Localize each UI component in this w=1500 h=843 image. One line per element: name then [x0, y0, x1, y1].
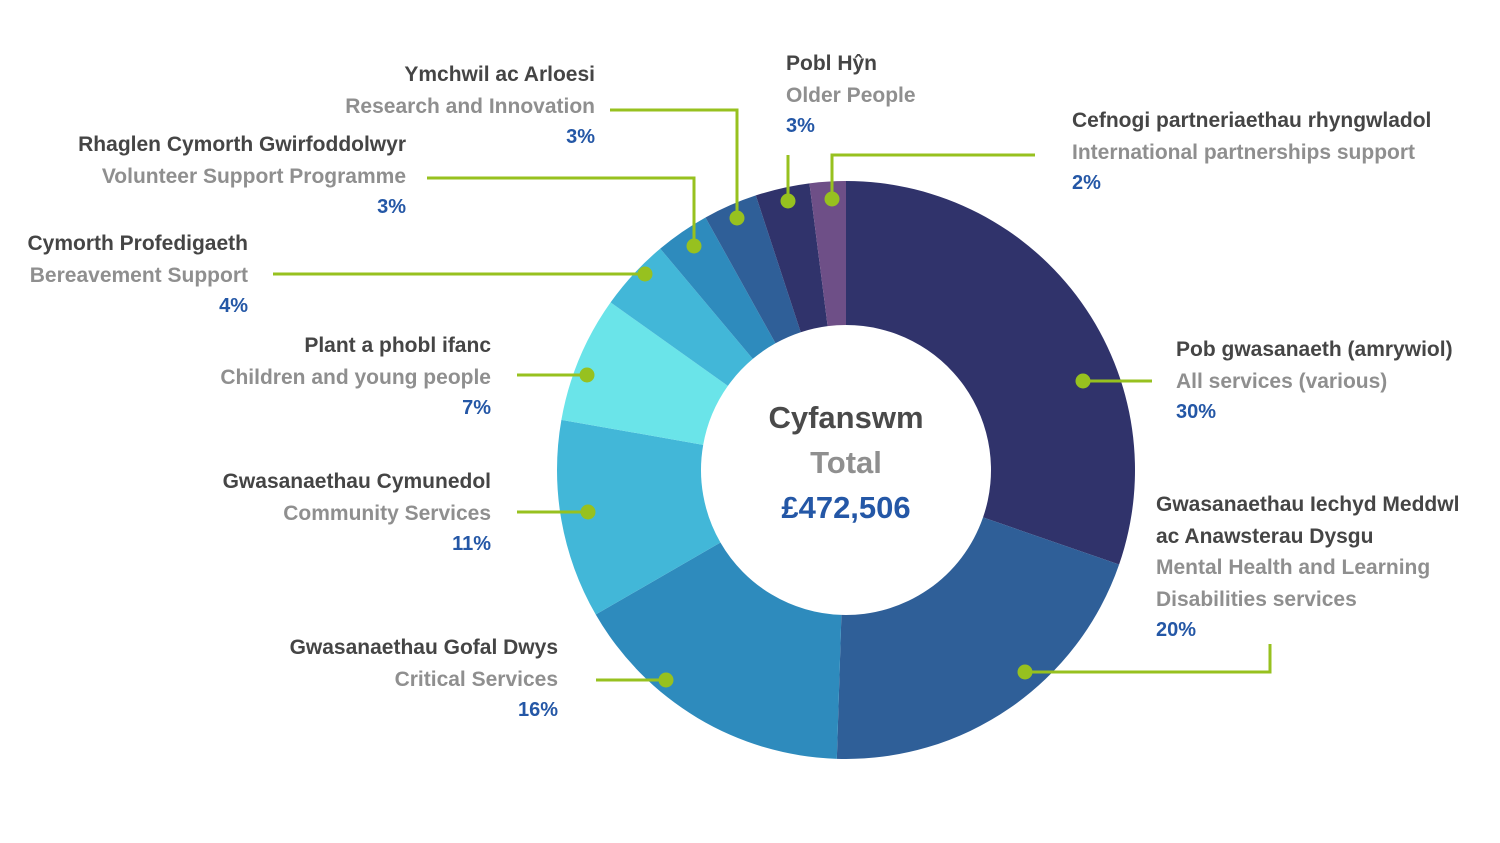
center-welsh-label: Cyfanswm — [768, 400, 924, 435]
donut-slice-3 — [557, 419, 721, 615]
label-percent: 3% — [786, 115, 815, 137]
label-welsh: Cefnogi partneriaethau rhyngwladol — [1072, 109, 1432, 132]
donut-slice-8 — [755, 183, 828, 333]
donut-slice-9 — [809, 181, 846, 327]
leader-line-1 — [1025, 644, 1272, 674]
label-welsh: Pobl Hŷn — [786, 52, 878, 75]
label-english: International partnerships support — [1072, 140, 1416, 164]
leader-line-7 — [610, 108, 739, 218]
leader-dot-3 — [580, 504, 596, 520]
label-english: Older People — [786, 83, 916, 107]
center-total-value: £472,506 — [781, 490, 911, 525]
label-welsh: Cymorth Profedigaeth — [27, 232, 248, 255]
label-children-young-people: Plant a phobl ifanc Children and young p… — [220, 330, 491, 425]
leader-dot-4 — [579, 367, 595, 383]
leader-dot-6 — [686, 238, 702, 254]
center-english-label: Total — [810, 445, 882, 480]
label-welsh: Gwasanaethau Cymunedol — [222, 470, 491, 493]
label-older-people: Pobl Hŷn Older People 3% — [786, 48, 916, 143]
label-research-innovation: Ymchwil ac Arloesi Research and Innovati… — [345, 59, 595, 154]
label-all-services: Pob gwasanaeth (amrywiol) All services (… — [1176, 334, 1453, 429]
leader-dot-0 — [1075, 373, 1091, 389]
donut-slice-0 — [846, 181, 1136, 565]
leader-dot-1 — [1017, 664, 1033, 680]
label-percent: 3% — [566, 126, 595, 148]
donut-slice-4 — [561, 302, 728, 445]
label-percent: 16% — [517, 699, 558, 721]
label-critical-services: Gwasanaethau Gofal Dwys Critical Service… — [290, 632, 558, 727]
label-percent: 4% — [219, 295, 248, 317]
leader-dot-9 — [824, 191, 840, 207]
label-english: Community Services — [283, 501, 491, 525]
donut-center-total: Cyfanswm Total £472,506 — [696, 395, 996, 530]
donut-slice-5 — [610, 248, 753, 386]
leader-line-9 — [830, 153, 1035, 199]
label-volunteer-support: Rhaglen Cymorth Gwirfoddolwyr Volunteer … — [78, 129, 406, 224]
leader-dot-8 — [780, 193, 796, 209]
label-english: Mental Health and Learning Disabilities … — [1156, 556, 1431, 611]
leader-dot-5 — [637, 266, 653, 282]
label-percent: 2% — [1072, 172, 1101, 194]
label-percent: 11% — [452, 533, 491, 555]
label-welsh: Gwasanaethau Iechyd Meddwl ac Anawsterau… — [1156, 493, 1460, 548]
label-percent: 20% — [1156, 619, 1197, 641]
label-community-services: Gwasanaethau Cymunedol Community Service… — [223, 466, 491, 561]
label-english: Critical Services — [394, 667, 558, 691]
label-welsh: Pob gwasanaeth (amrywiol) — [1176, 338, 1453, 361]
leader-line-6 — [427, 176, 696, 246]
donut-slice-1 — [836, 517, 1120, 759]
label-percent: 3% — [377, 196, 406, 218]
label-mental-health: Gwasanaethau Iechyd Meddwl ac Anawsterau… — [1156, 489, 1486, 647]
donut-slice-2 — [595, 542, 842, 759]
label-welsh: Gwasanaethau Gofal Dwys — [289, 636, 558, 659]
label-english: Bereavement Support — [29, 263, 248, 287]
donut-slice-6 — [660, 217, 776, 359]
label-english: Research and Innovation — [345, 94, 595, 118]
label-english: Volunteer Support Programme — [101, 164, 406, 188]
donut-slice-7 — [705, 195, 801, 344]
label-welsh: Ymchwil ac Arloesi — [404, 63, 595, 86]
label-welsh: Plant a phobl ifanc — [304, 334, 491, 357]
label-english: Children and young people — [220, 365, 491, 389]
label-english: All services (various) — [1176, 369, 1388, 393]
label-welsh: Rhaglen Cymorth Gwirfoddolwyr — [78, 133, 406, 156]
label-international-partnerships: Cefnogi partneriaethau rhyngwladol Inter… — [1072, 105, 1431, 200]
label-bereavement-support: Cymorth Profedigaeth Bereavement Support… — [27, 228, 248, 323]
leader-dot-2 — [658, 672, 674, 688]
label-percent: 30% — [1176, 401, 1217, 423]
leader-dot-7 — [729, 210, 745, 226]
label-percent: 7% — [462, 397, 491, 419]
